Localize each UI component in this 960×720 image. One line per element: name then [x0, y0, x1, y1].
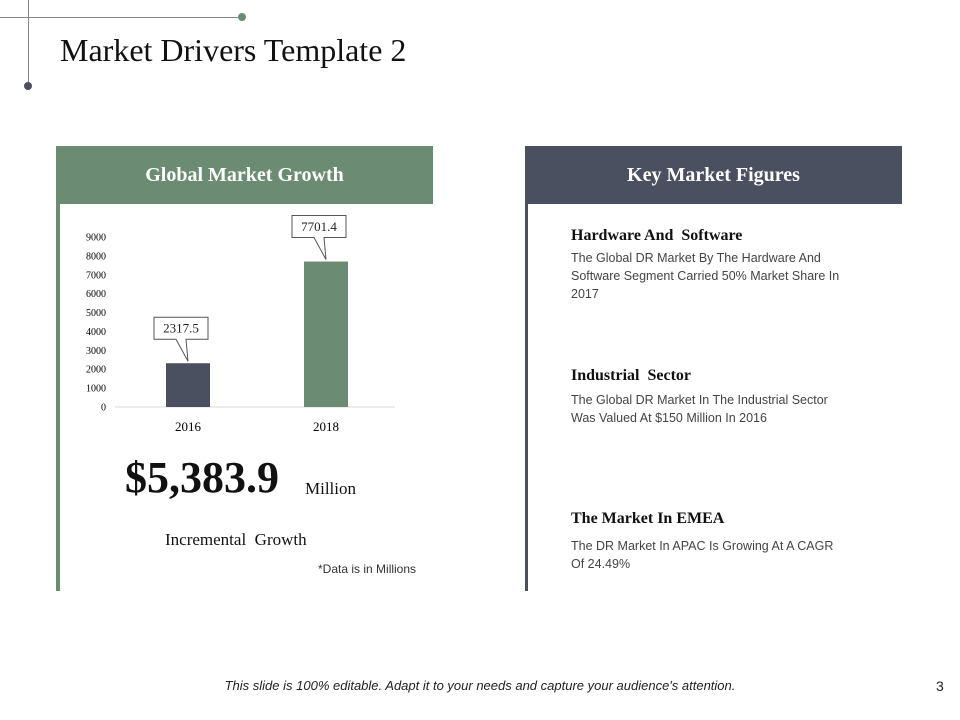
x-axis-categories: 2016 2018: [175, 419, 339, 434]
bar-2018: [304, 261, 348, 407]
decor-dot-green: [238, 13, 246, 21]
y-tick-label: 8000: [86, 251, 106, 262]
y-tick-label: 3000: [86, 346, 106, 357]
left-panel-border: [56, 204, 60, 591]
data-label: 7701.4: [301, 219, 337, 234]
data-note: *Data is in Millions: [318, 562, 417, 576]
y-tick-label: 9000: [86, 233, 106, 244]
bar-2016: [166, 363, 210, 407]
decor-horizontal-line: [0, 17, 242, 18]
figure-item: Hardware And Software The Global DR Mark…: [571, 227, 871, 303]
page-number: 3: [936, 678, 944, 694]
y-tick-label: 7000: [86, 270, 106, 281]
data-label-callout: 7701.4: [291, 215, 347, 260]
bars: [166, 261, 348, 407]
y-tick-label: 1000: [86, 384, 106, 395]
growth-unit: Million: [305, 479, 357, 498]
y-tick-label: 5000: [86, 308, 106, 319]
y-tick-label: 0: [101, 403, 106, 414]
figure-title: Hardware And Software: [571, 227, 743, 244]
slide-title: Market Drivers Template 2: [60, 32, 407, 68]
y-tick-label: 6000: [86, 289, 106, 300]
figure-title: The Market In EMEA: [571, 510, 725, 527]
market-growth-chart: 9000 8000 7000 6000 5000 4000 3000 2000 1000 0 20…: [86, 215, 395, 434]
x-category-label: 2016: [175, 419, 202, 434]
x-category-label: 2018: [313, 419, 339, 434]
decor-dot-slate: [24, 82, 32, 90]
figure-description: The Global DR Market In The Industrial S…: [571, 393, 828, 425]
key-market-figures-header: Key Market Figures: [525, 146, 902, 204]
figure-item: Industrial Sector The Global DR Market I…: [571, 367, 871, 427]
growth-value: $5,383.9: [125, 453, 279, 502]
data-label-callouts: 2317.5 7701.4: [153, 215, 347, 362]
global-market-growth-header: Global Market Growth: [56, 146, 433, 204]
figure-description: The Global DR Market By The Hardware And…: [571, 251, 840, 301]
decor-vertical-line: [28, 0, 29, 86]
y-tick-label: 4000: [86, 327, 106, 338]
figure-description: The DR Market In APAC Is Growing At A CA…: [571, 539, 834, 571]
incremental-growth-caption: Incremental Growth: [165, 530, 307, 549]
data-label: 2317.5: [163, 321, 199, 336]
figure-item: The Market In EMEA The DR Market In APAC…: [571, 510, 871, 573]
callout-shape: [291, 215, 347, 260]
callout-shape: [153, 316, 209, 362]
footer-text: This slide is 100% editable. Adapt it to…: [224, 678, 736, 693]
data-label-callout: 2317.5: [153, 316, 209, 362]
right-panel-border: [525, 204, 528, 591]
y-tick-label: 2000: [86, 365, 106, 376]
y-axis-ticks: 9000 8000 7000 6000 5000 4000 3000 2000 1000 0: [86, 233, 106, 414]
figure-title: Industrial Sector: [571, 367, 691, 384]
